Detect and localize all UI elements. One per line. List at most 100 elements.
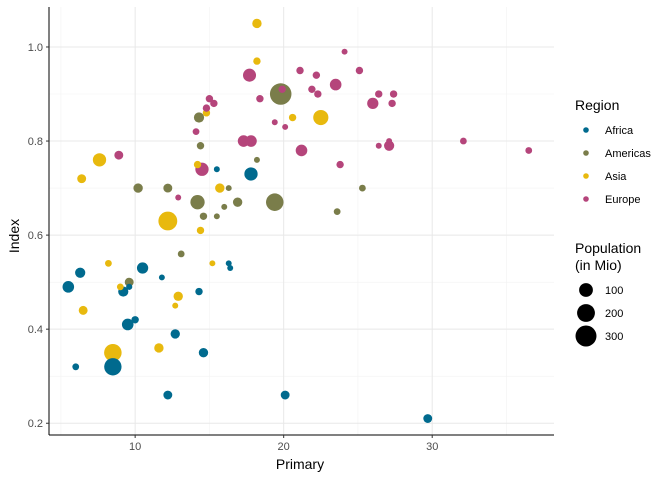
legend-size-label-300: 300 [605,331,623,343]
data-point-asia [158,211,178,231]
data-point-americas [232,197,243,207]
region-legend: Region Africa Americas Asia Europe [575,97,651,206]
data-point-africa [227,265,234,272]
y-tick-label: 0.8 [28,136,43,148]
data-point-americas [333,208,341,215]
legend-key-africa [583,127,589,133]
data-point-americas [221,203,228,210]
data-point-asia [154,343,164,353]
data-point-europe [205,95,214,103]
axes [46,7,554,438]
data-point-africa [163,390,173,400]
data-point-americas [190,195,205,210]
data-point-europe [375,90,383,98]
data-point-asia [253,57,261,65]
data-point-europe [314,90,322,98]
data-point-europe [242,68,257,82]
legend-label-africa: Africa [605,125,634,137]
data-point-europe [271,119,278,126]
data-point-americas [193,112,205,123]
population-legend-title-line2: (in Mio) [575,257,622,273]
population-legend: Population (in Mio) 100 200 300 [575,240,641,347]
data-point-africa [195,287,203,296]
data-point-europe [367,97,379,110]
legend-key-americas [583,150,589,156]
data-point-europe [341,48,348,55]
data-point-asia [196,226,205,235]
grid-major-lines [49,7,554,435]
data-point-europe [355,66,364,75]
legend-key-asia [583,173,589,179]
data-point-africa [280,390,290,400]
plot-area: 10 20 30 0.2 0.4 0.6 0.8 1.0 [28,7,554,453]
data-point-asia [209,260,216,267]
data-points [62,18,533,423]
data-point-europe [312,71,321,79]
data-point-europe [282,123,289,130]
data-point-americas [269,83,292,105]
data-point-europe [202,104,211,112]
data-point-asia [193,160,202,169]
y-axis-title: Index [6,219,22,253]
population-legend-title-line1: Population [575,240,641,256]
legend-size-key-200 [577,304,595,322]
y-tick-label: 0.4 [28,324,43,336]
data-point-asia [215,183,225,193]
data-point-europe [192,128,200,136]
data-point-europe [336,160,344,169]
data-point-americas [359,184,366,192]
data-point-africa [244,167,258,181]
x-tick-label: 20 [278,441,290,453]
data-point-europe [175,194,182,201]
data-point-europe [295,144,308,157]
data-point-africa [131,316,139,324]
tick-labels: 10 20 30 0.2 0.4 0.6 0.8 1.0 [28,42,439,453]
data-point-europe [296,66,304,75]
data-point-africa [198,348,209,358]
data-point-africa [72,363,80,371]
data-point-americas [253,156,260,163]
data-point-americas [213,213,220,220]
data-point-europe [388,99,396,108]
legend-label-americas: Americas [605,148,651,160]
x-axis-title: Primary [276,456,324,472]
data-point-asia [78,305,88,315]
data-point-europe [384,140,395,151]
data-point-americas [177,250,185,258]
data-point-europe [375,142,382,149]
data-point-americas [199,212,208,220]
y-tick-label: 1.0 [28,42,43,54]
x-tick-label: 30 [426,441,438,453]
data-point-asia [252,18,262,29]
data-point-americas [225,185,232,192]
data-point-europe [245,135,257,147]
data-point-americas [163,183,173,193]
y-tick-label: 0.6 [28,230,43,242]
data-point-europe [308,85,316,94]
y-tick-label: 0.2 [28,418,43,430]
data-point-europe [210,99,218,108]
data-point-africa [170,329,180,339]
legend-label-europe: Europe [605,194,640,206]
data-point-asia [173,291,183,301]
data-point-americas [196,142,205,150]
data-point-europe [525,147,533,154]
data-point-asia [92,153,107,167]
data-point-africa [158,274,165,281]
data-point-africa [225,260,232,267]
data-point-americas [266,193,284,211]
data-point-asia [104,343,122,362]
data-point-africa [423,414,433,423]
data-point-europe [386,138,393,145]
data-point-europe [278,85,286,94]
legend-size-label-100: 100 [605,285,623,297]
data-point-europe [389,90,398,98]
legend-size-key-100 [579,283,593,297]
data-point-americas [124,277,134,287]
data-point-africa [213,166,220,173]
region-legend-title: Region [575,97,619,113]
data-point-asia [288,113,297,122]
data-point-asia [313,109,329,126]
data-point-africa [104,358,122,376]
